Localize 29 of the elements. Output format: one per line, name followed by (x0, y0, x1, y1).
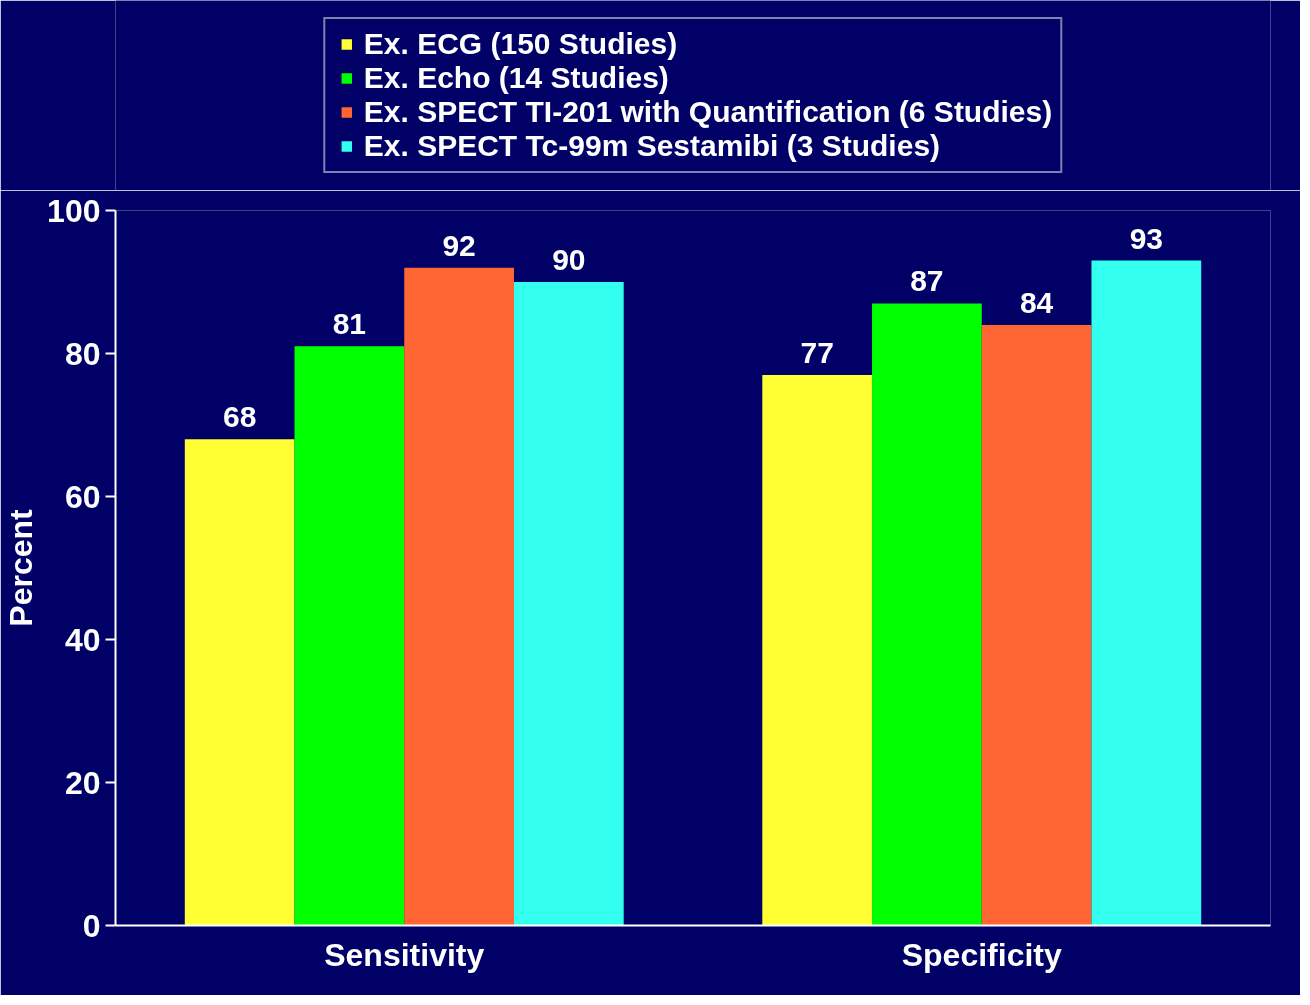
bar (1091, 260, 1202, 926)
y-tick-label: 20 (64, 764, 101, 801)
bar (872, 303, 982, 926)
y-axis-title: Percent (3, 508, 40, 627)
data-label: 87 (910, 264, 944, 298)
data-label: 77 (800, 335, 834, 369)
legend-label: Ex. Echo (14 Studies) (363, 61, 669, 95)
x-tick-label: Sensitivity (324, 936, 485, 973)
bar (513, 282, 624, 926)
bar (762, 374, 873, 926)
data-label: 92 (442, 228, 476, 262)
y-tick-label: 40 (64, 621, 101, 658)
y-tick-label: 60 (64, 478, 101, 515)
bar (184, 439, 295, 926)
data-label: 90 (552, 243, 586, 276)
y-tick-label: 0 (82, 907, 101, 944)
y-tick-label: 100 (47, 192, 101, 229)
legend-label: Ex. SPECT TI-201 with Quantification (6 Studies) (363, 95, 1053, 129)
bar (294, 346, 405, 926)
legend-label: Ex. ECG (150 Studies) (363, 27, 678, 61)
legend-label: Ex. SPECT Tc-99m Sestamibi (3 Studies) (363, 129, 941, 163)
bar (981, 324, 1092, 926)
data-label: 81 (332, 307, 367, 341)
data-label: 93 (1129, 221, 1164, 255)
bar (404, 267, 514, 926)
data-label: 68 (222, 400, 257, 434)
x-tick-label: Specificity (901, 936, 1062, 973)
y-tick-label: 80 (64, 335, 101, 372)
data-label: 84 (1019, 285, 1054, 319)
